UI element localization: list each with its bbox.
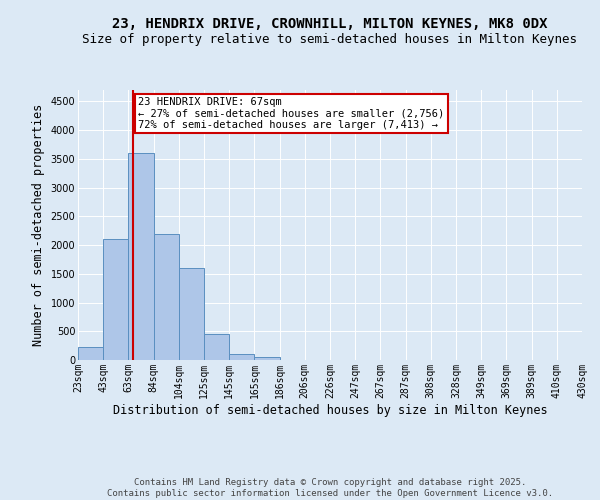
Bar [128,153,154,360]
X-axis label: Distribution of semi-detached houses by size in Milton Keynes: Distribution of semi-detached houses by … [113,404,547,416]
Text: 23 HENDRIX DRIVE: 67sqm
← 27% of semi-detached houses are smaller (2,756)
72% of: 23 HENDRIX DRIVE: 67sqm ← 27% of semi-de… [139,97,445,130]
Bar [154,234,179,360]
Bar [229,354,254,360]
Y-axis label: Number of semi-detached properties: Number of semi-detached properties [32,104,45,346]
Text: 23, HENDRIX DRIVE, CROWNHILL, MILTON KEYNES, MK8 0DX: 23, HENDRIX DRIVE, CROWNHILL, MILTON KEY… [112,18,548,32]
Bar [179,268,204,360]
Text: Size of property relative to semi-detached houses in Milton Keynes: Size of property relative to semi-detach… [83,32,577,46]
Bar [78,347,103,360]
Bar [254,356,280,360]
Bar [204,334,229,360]
Text: Contains HM Land Registry data © Crown copyright and database right 2025.
Contai: Contains HM Land Registry data © Crown c… [107,478,553,498]
Bar [103,240,128,360]
